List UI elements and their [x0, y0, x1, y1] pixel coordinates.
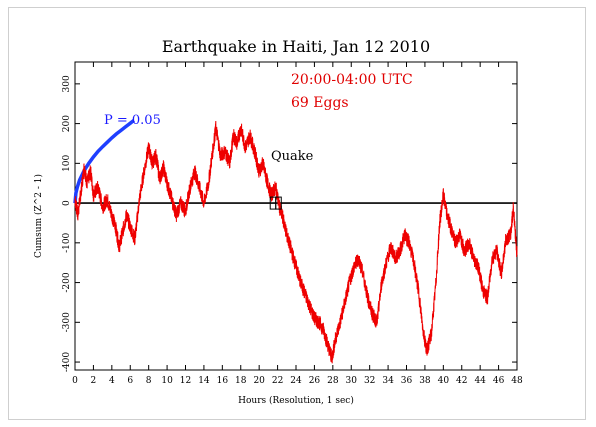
y-tick-label: -200	[62, 272, 72, 292]
x-tick-label: 30	[346, 376, 358, 386]
x-tick-label: 36	[401, 376, 413, 386]
time-window-label: 20:00-04:00 UTC	[291, 72, 413, 88]
y-axis-label: Cumsum (Z^2 - 1)	[33, 174, 44, 258]
x-tick-label: 4	[109, 376, 115, 386]
probability-label: P = 0.05	[104, 113, 161, 128]
y-tick-label: -400	[62, 352, 72, 372]
x-tick-label: 26	[309, 376, 321, 386]
x-tick-label: 12	[180, 376, 191, 386]
x-tick-label: 24	[290, 376, 302, 386]
x-tick-label: 6	[127, 376, 133, 386]
x-tick-label: 8	[146, 376, 152, 386]
y-tick-label: 100	[62, 154, 72, 171]
x-tick-label: 22	[272, 376, 283, 386]
x-tick-label: 16	[217, 376, 229, 386]
y-tick-label: 300	[62, 75, 72, 92]
probability-envelope-line	[73, 119, 135, 204]
y-tick-label: -100	[62, 232, 72, 252]
y-tick-label: 200	[62, 115, 72, 132]
y-tick-label: 0	[62, 200, 72, 206]
x-tick-label: 48	[511, 376, 523, 386]
x-axis: 0 2 4 6 8 10 12 14 16 18 20 22 24 26 28 30 32 34 36 38 40 42 4…	[72, 62, 523, 386]
x-tick-label: 18	[235, 376, 247, 386]
y-axis: 300 200 100 0 -100 -200 -300 -400	[62, 75, 517, 372]
chart-frame	[8, 7, 586, 420]
x-axis-label: Hours (Resolution, 1 sec)	[238, 395, 354, 406]
x-tick-label: 32	[364, 376, 375, 386]
x-tick-label: 40	[438, 376, 450, 386]
eggs-count-label: 69 Eggs	[291, 95, 349, 111]
chart-title: Earthquake in Haiti, Jan 12 2010	[162, 37, 430, 56]
x-tick-label: 10	[161, 376, 173, 386]
x-tick-label: 44	[474, 376, 486, 386]
x-tick-label: 38	[419, 376, 431, 386]
x-tick-label: 0	[72, 376, 78, 386]
x-tick-label: 2	[91, 376, 97, 386]
x-tick-label: 34	[382, 376, 394, 386]
x-tick-label: 14	[198, 376, 210, 386]
quake-label: Quake	[271, 149, 314, 164]
quake-marker-right	[275, 196, 282, 210]
x-tick-label: 42	[456, 376, 467, 386]
x-tick-label: 28	[327, 376, 339, 386]
y-tick-label: -300	[62, 312, 72, 332]
cumsum-series-line	[74, 120, 518, 364]
x-tick-label: 20	[253, 376, 265, 386]
x-tick-label: 46	[493, 376, 505, 386]
